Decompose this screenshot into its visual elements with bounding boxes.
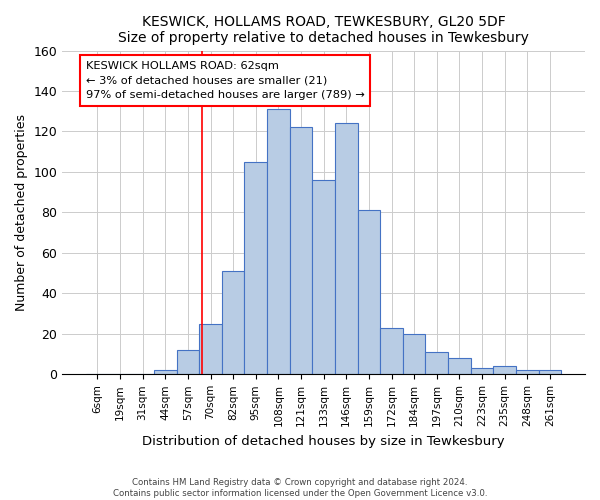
Bar	[425, 352, 448, 374]
X-axis label: Distribution of detached houses by size in Tewkesbury: Distribution of detached houses by size …	[142, 434, 505, 448]
Bar	[199, 324, 222, 374]
Bar	[313, 180, 335, 374]
Bar	[493, 366, 516, 374]
Bar	[335, 124, 358, 374]
Text: Contains HM Land Registry data © Crown copyright and database right 2024.
Contai: Contains HM Land Registry data © Crown c…	[113, 478, 487, 498]
Bar	[244, 162, 267, 374]
Bar	[539, 370, 561, 374]
Bar	[290, 128, 313, 374]
Bar	[267, 109, 290, 374]
Bar	[403, 334, 425, 374]
Bar	[448, 358, 471, 374]
Bar	[516, 370, 539, 374]
Bar	[471, 368, 493, 374]
Bar	[222, 271, 244, 374]
Text: KESWICK HOLLAMS ROAD: 62sqm
← 3% of detached houses are smaller (21)
97% of semi: KESWICK HOLLAMS ROAD: 62sqm ← 3% of deta…	[86, 60, 365, 100]
Y-axis label: Number of detached properties: Number of detached properties	[15, 114, 28, 311]
Bar	[380, 328, 403, 374]
Bar	[358, 210, 380, 374]
Bar	[176, 350, 199, 374]
Title: KESWICK, HOLLAMS ROAD, TEWKESBURY, GL20 5DF
Size of property relative to detache: KESWICK, HOLLAMS ROAD, TEWKESBURY, GL20 …	[118, 15, 529, 45]
Bar	[154, 370, 176, 374]
